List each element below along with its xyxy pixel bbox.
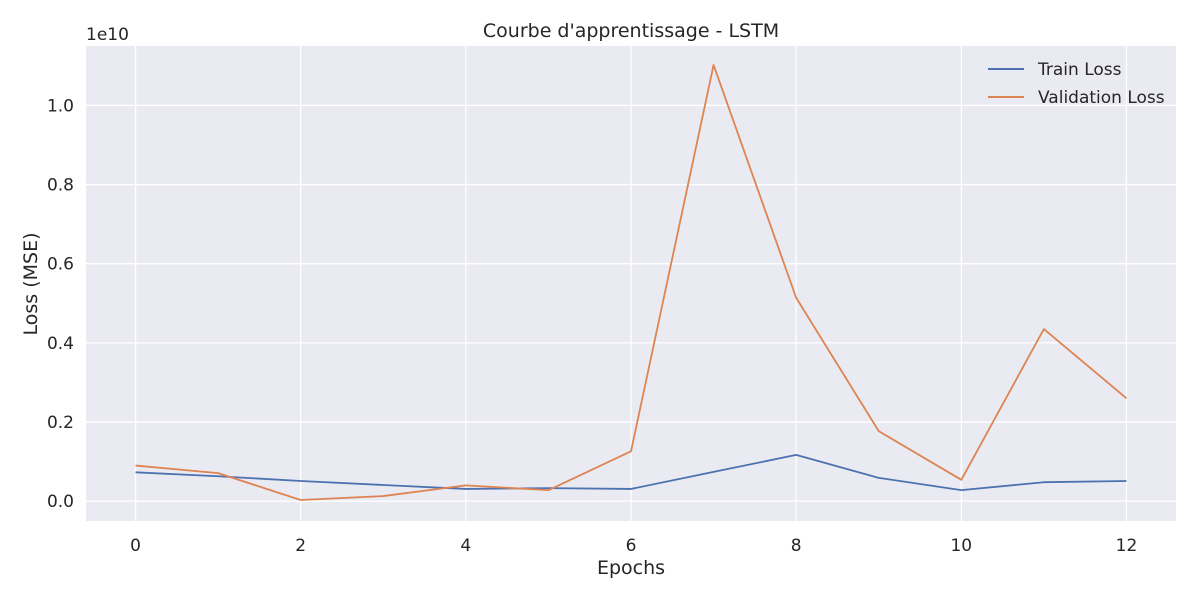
x-tick-label: 4 bbox=[460, 536, 471, 556]
y-scale-note: 1e10 bbox=[86, 25, 129, 45]
x-axis-label: Epochs bbox=[597, 557, 665, 579]
x-tick-label: 12 bbox=[1116, 536, 1138, 556]
tick-labels: 0 2 4 6 8 10 12 0.0 0.2 0.4 0.6 0.8 1.0 bbox=[47, 96, 1137, 556]
y-tick-label: 0.2 bbox=[47, 413, 74, 433]
legend: Train Loss Validation Loss bbox=[988, 60, 1165, 108]
validation-loss-line bbox=[135, 64, 1128, 501]
train-loss-line bbox=[135, 453, 1127, 492]
y-tick-label: 0.8 bbox=[47, 176, 74, 196]
x-tick-label: 6 bbox=[626, 536, 637, 556]
legend-label-train: Train Loss bbox=[1037, 60, 1122, 80]
x-tick-label: 2 bbox=[295, 536, 306, 556]
y-tick-label: 0.0 bbox=[47, 492, 74, 512]
legend-label-validation: Validation Loss bbox=[1038, 88, 1165, 108]
grid bbox=[86, 46, 1176, 521]
x-tick-label: 10 bbox=[950, 536, 972, 556]
y-tick-label: 0.4 bbox=[47, 334, 74, 354]
y-axis-label: Loss (MSE) bbox=[20, 233, 42, 336]
x-tick-label: 8 bbox=[791, 536, 802, 556]
y-tick-label: 0.6 bbox=[47, 255, 74, 275]
chart-title: Courbe d'apprentissage - LSTM bbox=[483, 20, 779, 42]
x-tick-label: 0 bbox=[130, 536, 141, 556]
y-tick-label: 1.0 bbox=[47, 96, 74, 116]
series-layer bbox=[135, 64, 1128, 501]
